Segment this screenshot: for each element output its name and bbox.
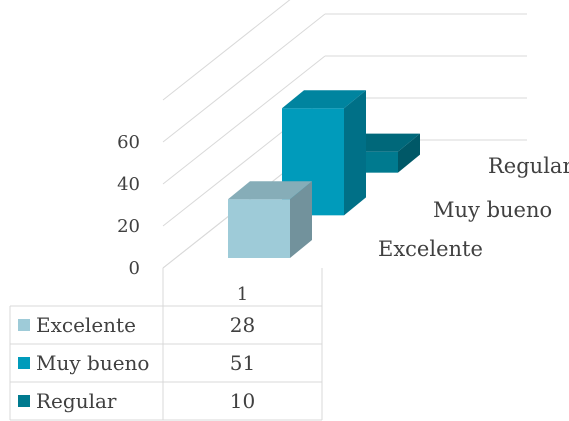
y-tick-label: 40 — [117, 174, 140, 195]
legend-key-muy-bueno — [18, 357, 30, 369]
category-label: 1 — [237, 284, 248, 305]
depth-label-regular: Regular — [488, 154, 569, 178]
data-table: 1 Excelente 28 Muy bueno 51 Regular 10 — [9, 268, 323, 421]
legend-key-regular — [18, 395, 30, 407]
bar-side-excelente — [290, 181, 312, 258]
y-axis-ticks: 0 20 40 60 — [117, 132, 140, 279]
y-tick-label: 60 — [117, 132, 140, 153]
bar-front-excelente — [228, 199, 290, 258]
bar-top-muy-bueno — [282, 90, 366, 109]
legend-key-excelente — [18, 319, 30, 331]
table-value: 51 — [230, 351, 255, 375]
gridline — [162, 13, 326, 143]
legend-label-muy-bueno: Muy bueno — [36, 351, 149, 375]
table-value: 28 — [230, 313, 255, 337]
bar-top-excelente — [228, 181, 312, 200]
gridline — [162, 55, 326, 185]
legend-label-excelente: Excelente — [36, 313, 136, 337]
series-depth-labels: Excelente Muy bueno Regular — [378, 154, 569, 261]
depth-label-excelente: Excelente — [378, 237, 483, 261]
y-tick-label: 0 — [129, 258, 140, 279]
bar-side-regular — [398, 133, 420, 173]
depth-label-muy-bueno: Muy bueno — [433, 198, 552, 222]
bar-side-muy-bueno — [344, 90, 366, 216]
y-tick-label: 20 — [117, 216, 140, 237]
table-value: 10 — [230, 389, 255, 413]
bars — [228, 90, 420, 258]
legend-label-regular: Regular — [36, 389, 117, 413]
gridline — [162, 0, 291, 101]
